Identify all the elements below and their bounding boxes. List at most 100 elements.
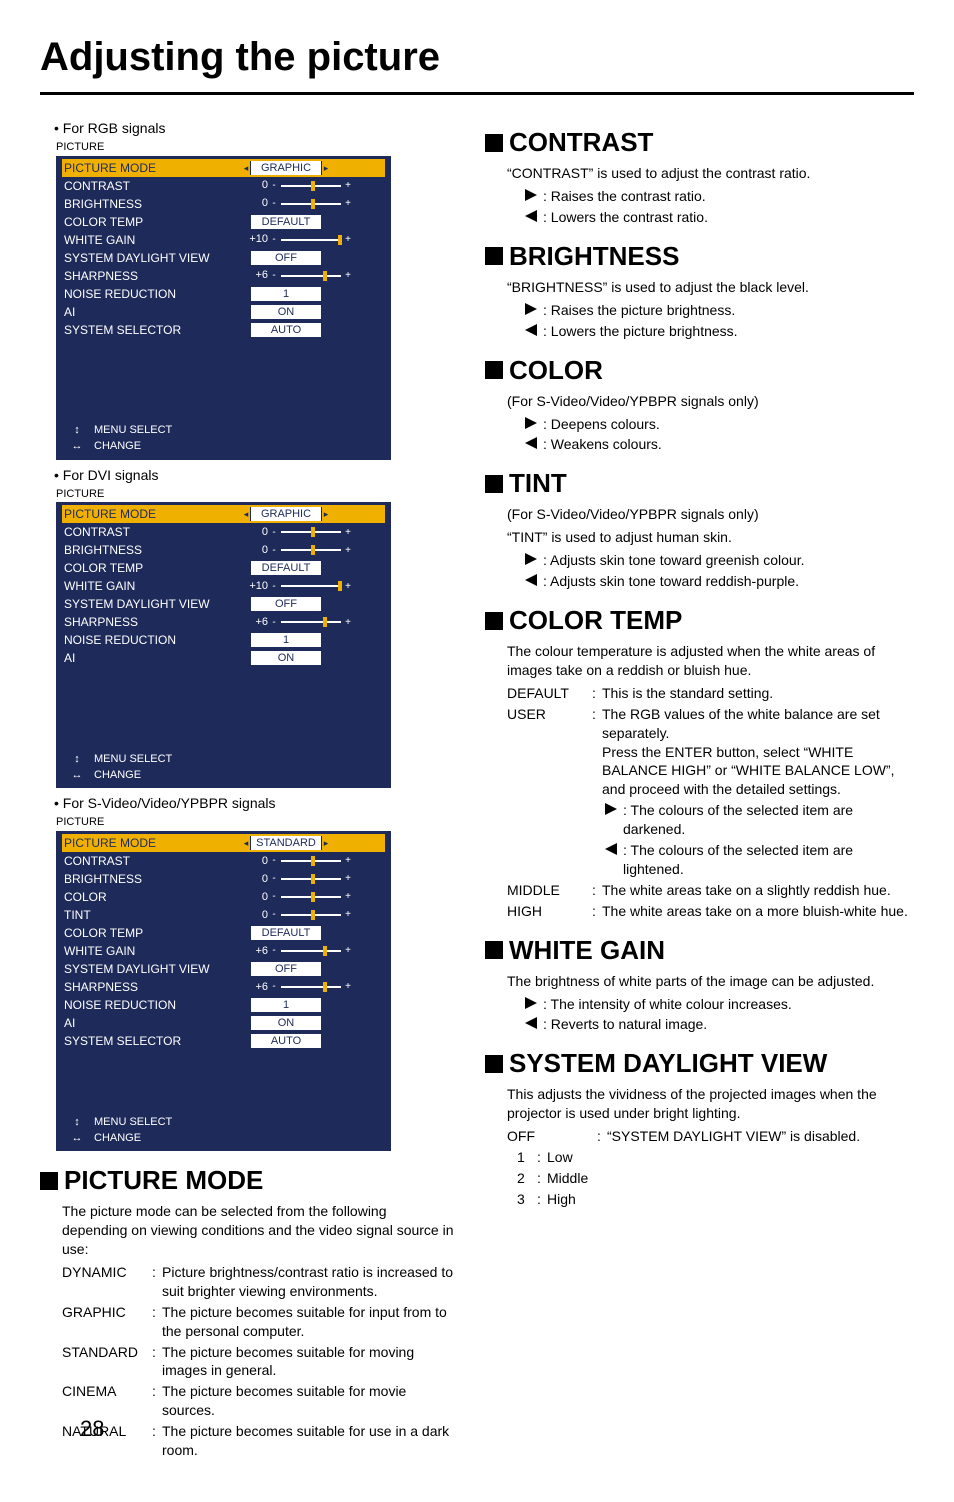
arrow-text: : Deepens colours. xyxy=(543,415,914,434)
arrow-line: : Raises the contrast ratio. xyxy=(525,187,914,206)
menu-row: WHITE GAIN+10-+ xyxy=(62,577,385,595)
menu-row-label: WHITE GAIN xyxy=(62,578,242,594)
left-triangle-icon xyxy=(525,435,537,454)
arrow-text: : Reverts to natural image. xyxy=(543,1015,914,1034)
slider-knob xyxy=(311,892,315,902)
tint-intro: “TINT” is used to adjust human skin. xyxy=(507,528,914,547)
menu-row: PICTURE MODE◂GRAPHIC▸ xyxy=(62,505,385,523)
menu-row-label: BRIGHTNESS xyxy=(62,871,242,887)
tint-note: (For S-Video/Video/YPBPR signals only) xyxy=(507,505,914,524)
contrast-intro: “CONTRAST” is used to adjust the contras… xyxy=(507,164,914,183)
slider-track xyxy=(281,621,341,623)
tint-heading: TINT xyxy=(485,466,914,501)
right-arrow-icon: ▸ xyxy=(322,508,330,520)
menu-row-label: COLOR TEMP xyxy=(62,560,242,576)
plus-icon: + xyxy=(344,980,352,994)
menu-row: AION xyxy=(62,1014,385,1032)
picture-mode-intro: The picture mode can be selected from th… xyxy=(62,1202,455,1259)
menu-row: SYSTEM DAYLIGHT VIEWOFF xyxy=(62,249,385,267)
menu-row-label: PICTURE MODE xyxy=(62,506,242,522)
whitegain-intro: The brightness of white parts of the ima… xyxy=(507,972,914,991)
menu-row: WHITE GAIN+10-+ xyxy=(62,231,385,249)
arrow-line: : The colours of the selected item are l… xyxy=(605,841,914,879)
menu-title: PICTURE xyxy=(56,487,455,502)
menu-row-label: NOISE REDUCTION xyxy=(62,632,242,648)
brightness-heading: BRIGHTNESS xyxy=(485,239,914,274)
plus-icon: + xyxy=(344,526,352,540)
osd-menu: PICTURE MODE◂GRAPHIC▸CONTRAST0-+BRIGHTNE… xyxy=(56,502,391,788)
arrow-text: : Raises the contrast ratio. xyxy=(543,187,914,206)
menu-row-value: 0 xyxy=(242,872,270,887)
colortemp-heading: COLOR TEMP xyxy=(485,603,914,638)
menu-row-value: +6 xyxy=(242,615,270,630)
menu-row-value: 0 xyxy=(242,196,270,211)
picture-mode-heading: PICTURE MODE xyxy=(40,1163,455,1198)
menu-row-value: +10 xyxy=(242,232,270,247)
menu-row-value: 1 xyxy=(250,998,322,1012)
menu-row-label: WHITE GAIN xyxy=(62,943,242,959)
plus-icon: + xyxy=(344,233,352,247)
plus-icon: + xyxy=(344,616,352,630)
slider-track xyxy=(281,185,341,187)
minus-icon: - xyxy=(270,269,278,283)
def-term: MIDDLE xyxy=(507,881,592,900)
signal-label: • For RGB signals xyxy=(54,119,455,138)
right-triangle-icon xyxy=(525,187,537,206)
signal-label: • For DVI signals xyxy=(54,466,455,485)
arrow-text: : Weakens colours. xyxy=(543,435,914,454)
slider-track xyxy=(281,275,341,277)
footer-text: MENU SELECT xyxy=(94,752,172,767)
menu-row-value: 0 xyxy=(242,543,270,558)
def-term: GRAPHIC xyxy=(62,1303,152,1341)
arrow-text: : Adjusts skin tone toward reddish-purpl… xyxy=(543,572,914,591)
menu-row: SYSTEM SELECTORAUTO xyxy=(62,1032,385,1050)
arrow-text: : The intensity of white colour increase… xyxy=(543,995,914,1014)
minus-icon: - xyxy=(270,197,278,211)
def-term: USER xyxy=(507,705,592,799)
menu-row: NOISE REDUCTION1 xyxy=(62,631,385,649)
slider-track xyxy=(281,531,341,533)
menu-row-value: OFF xyxy=(250,251,322,265)
menu-row: PICTURE MODE◂STANDARD▸ xyxy=(62,834,385,852)
slider-knob xyxy=(311,527,315,537)
contrast-heading: CONTRAST xyxy=(485,125,914,160)
right-arrow-icon: ▸ xyxy=(322,837,330,849)
menu-row: SYSTEM SELECTORAUTO xyxy=(62,321,385,339)
minus-icon: - xyxy=(270,616,278,630)
color-heading: COLOR xyxy=(485,353,914,388)
menu-row-label: WHITE GAIN xyxy=(62,232,242,248)
minus-icon: - xyxy=(270,580,278,594)
menu-row: CONTRAST0-+ xyxy=(62,177,385,195)
menu-row: SHARPNESS+6-+ xyxy=(62,613,385,631)
def-term: 2 xyxy=(507,1169,537,1188)
nav-icon: ↕ xyxy=(70,423,84,438)
menu-row: COLOR TEMPDEFAULT xyxy=(62,559,385,577)
minus-icon: - xyxy=(270,980,278,994)
footer-text: MENU SELECT xyxy=(94,423,172,438)
menu-title: PICTURE xyxy=(56,140,455,155)
nav-icon: ↕ xyxy=(70,752,84,767)
menu-row-label: AI xyxy=(62,1015,242,1031)
menu-row: NOISE REDUCTION1 xyxy=(62,285,385,303)
slider-track xyxy=(281,896,341,898)
slider-knob xyxy=(323,617,327,627)
minus-icon: - xyxy=(270,944,278,958)
menu-row-value: 0 xyxy=(242,890,270,905)
signal-label: • For S-Video/Video/YPBPR signals xyxy=(54,794,455,813)
menu-row: CONTRAST0-+ xyxy=(62,523,385,541)
menu-row-value: +6 xyxy=(242,980,270,995)
menu-row: AION xyxy=(62,303,385,321)
slider-knob xyxy=(338,235,342,245)
slider-track xyxy=(281,986,341,988)
menu-row: SHARPNESS+6-+ xyxy=(62,267,385,285)
left-arrow-icon: ◂ xyxy=(242,837,250,849)
plus-icon: + xyxy=(344,854,352,868)
def-desc: The white areas take on a more bluish-wh… xyxy=(602,902,914,921)
footer-text: MENU SELECT xyxy=(94,1115,172,1130)
slider-track xyxy=(281,950,341,952)
arrow-line: : Raises the picture brightness. xyxy=(525,301,914,320)
minus-icon: - xyxy=(270,872,278,886)
colortemp-list2: MIDDLE:The white areas take on a slightl… xyxy=(507,881,914,921)
menu-row-label: CONTRAST xyxy=(62,524,242,540)
nav-icon: ↔ xyxy=(70,439,84,454)
